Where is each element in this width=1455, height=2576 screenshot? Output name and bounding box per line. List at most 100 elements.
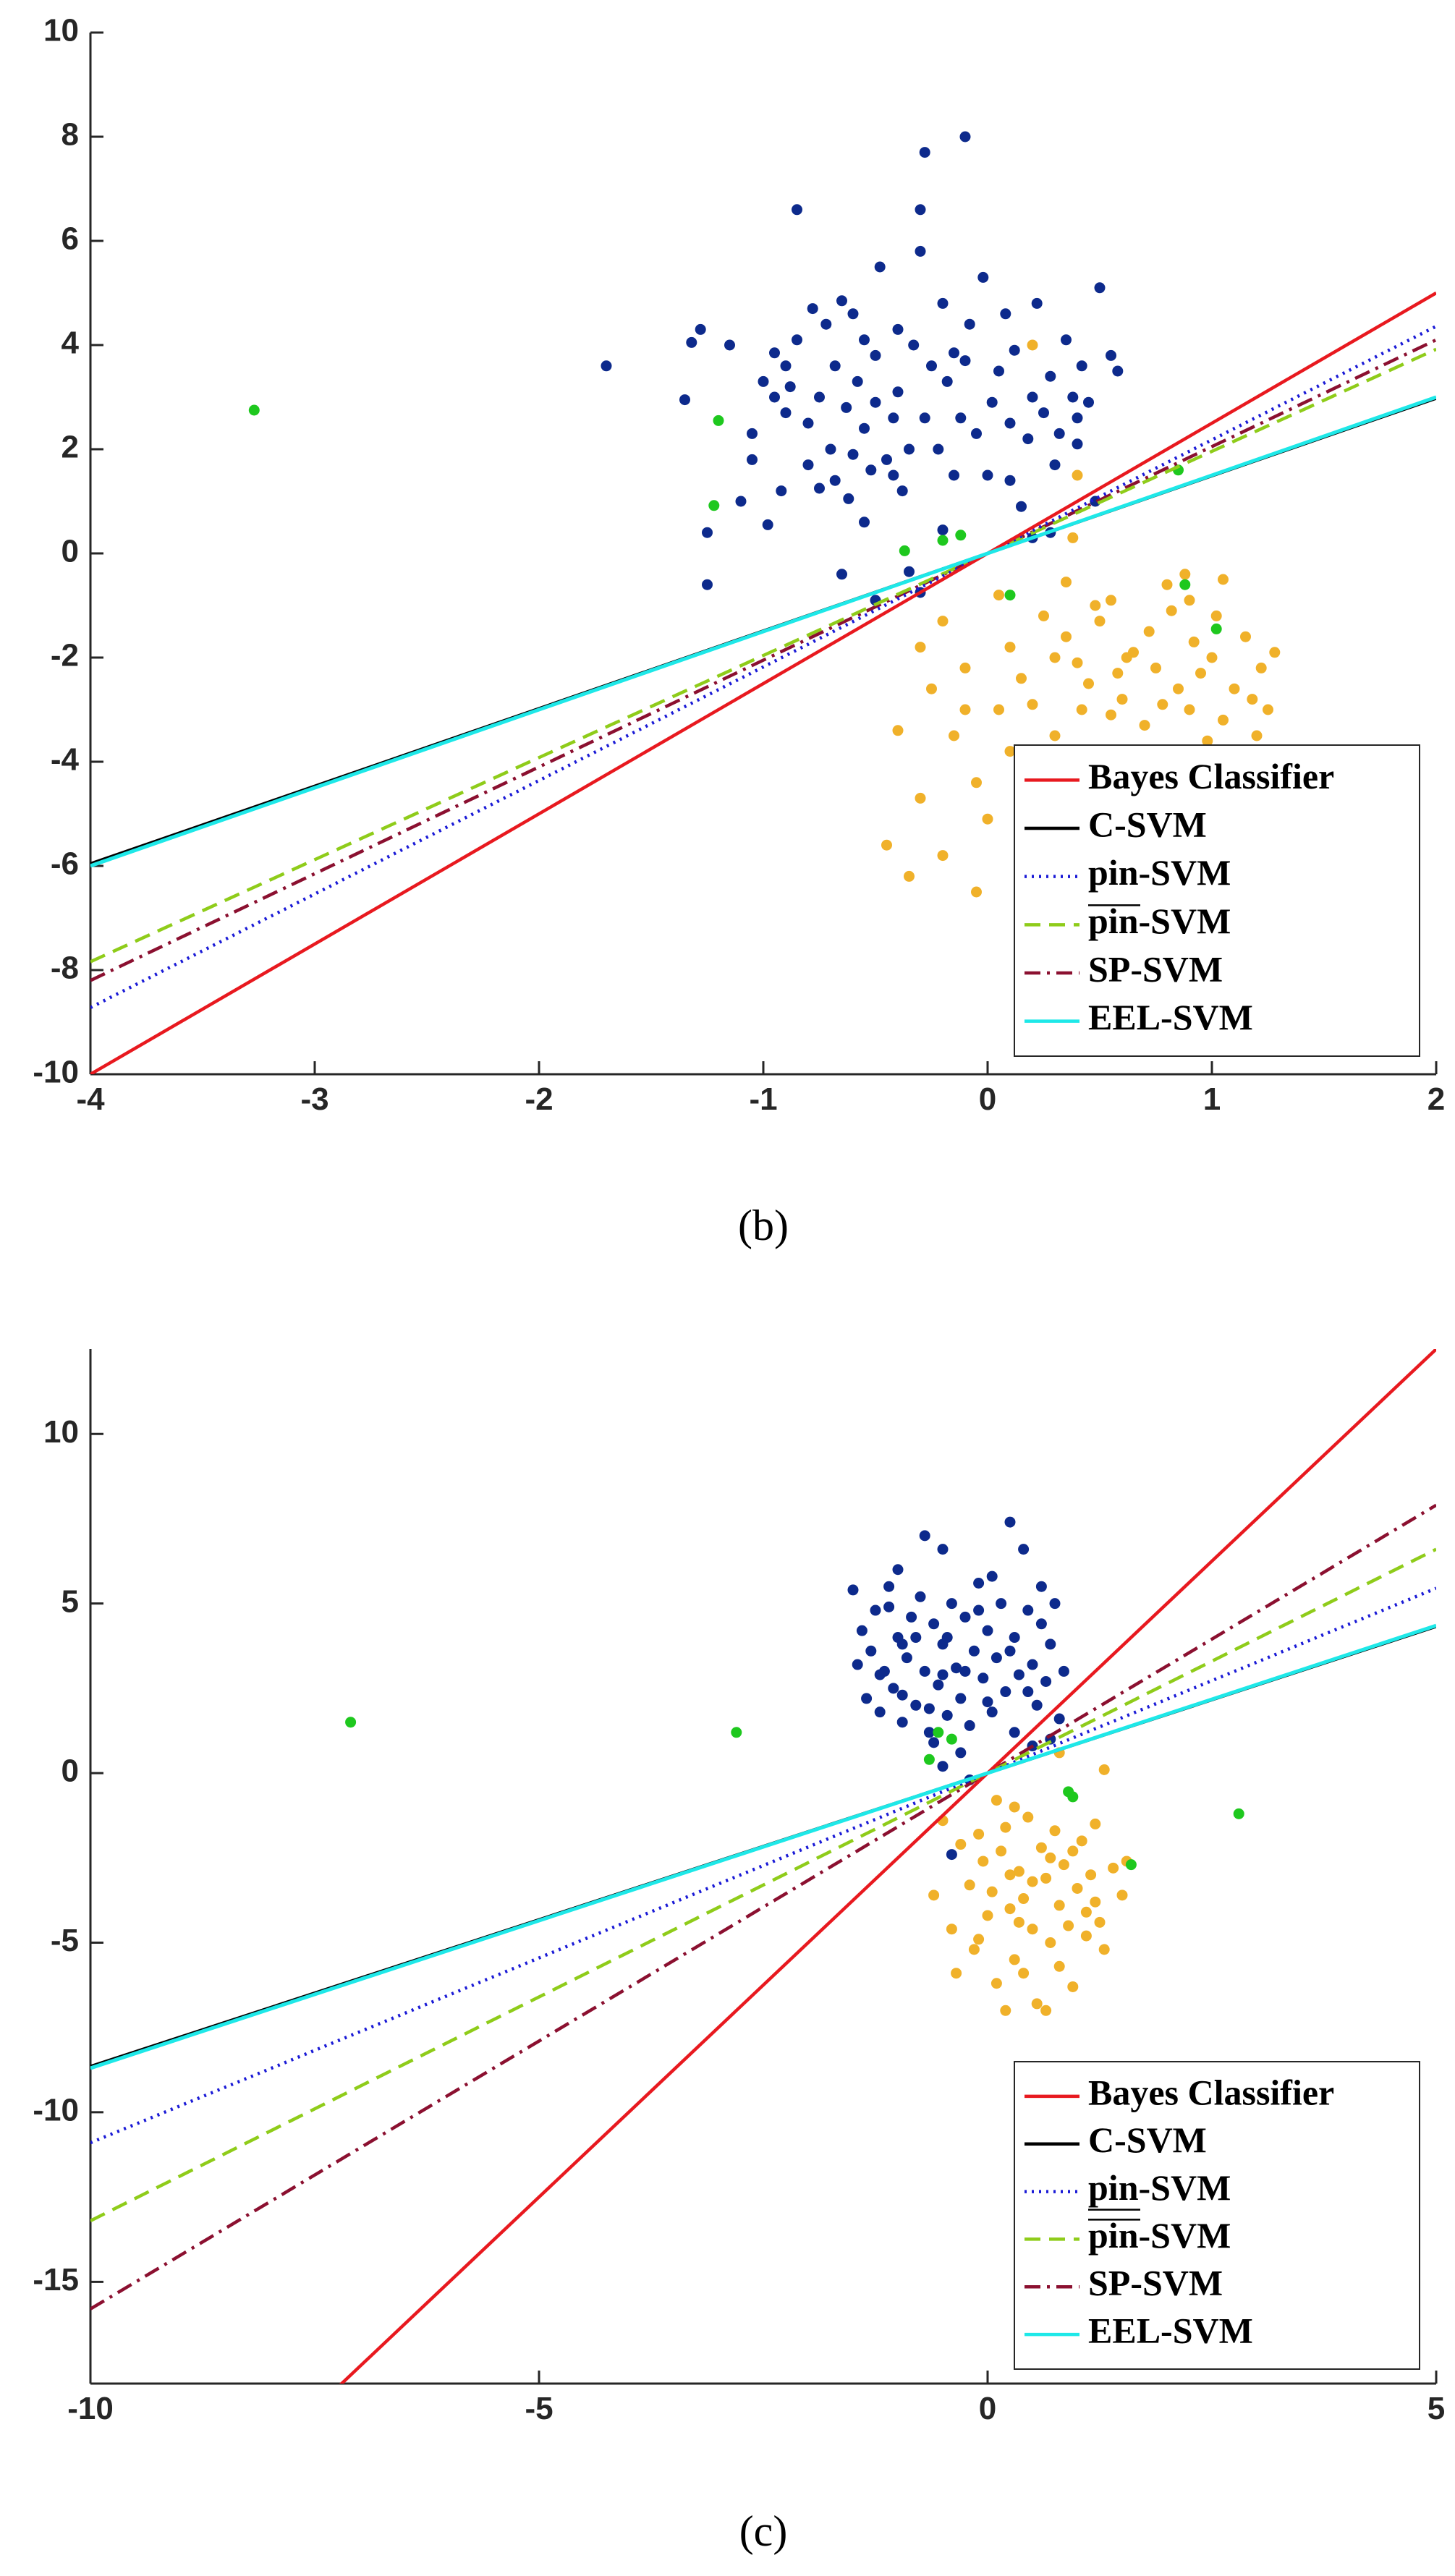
scatter-point <box>915 1591 926 1602</box>
scatter-point <box>1067 1981 1079 1992</box>
y-tick-label: 8 <box>61 117 79 153</box>
scatter-point <box>986 1570 998 1582</box>
scatter-point <box>1040 1872 1052 1884</box>
scatter-point <box>941 1709 953 1721</box>
scatter-point <box>702 527 713 538</box>
scatter-point <box>888 412 899 424</box>
scatter-point <box>1049 652 1061 663</box>
scatter-point <box>1053 1713 1065 1725</box>
scatter-point <box>964 1879 975 1891</box>
scatter-point <box>731 1727 742 1738</box>
scatter-point <box>946 1849 957 1861</box>
scatter-point <box>1009 344 1020 356</box>
scatter-point <box>937 297 949 309</box>
y-tick-label: -6 <box>51 846 79 882</box>
scatter-point <box>776 485 787 497</box>
panel-caption: (c) <box>739 2507 788 2555</box>
scatter-point <box>1108 1862 1119 1874</box>
scatter-point <box>1106 595 1116 606</box>
scatter-point <box>959 355 971 367</box>
plot-area <box>90 131 1436 1074</box>
scatter-point <box>1094 1916 1106 1928</box>
scatter-point <box>836 295 847 307</box>
scatter-point <box>982 1625 993 1636</box>
scatter-point <box>1027 339 1038 351</box>
scatter-point <box>941 1632 953 1644</box>
scatter-point <box>959 1611 971 1623</box>
scatter-point <box>1067 1845 1079 1857</box>
scatter-point <box>915 245 926 257</box>
scatter-point <box>926 683 937 694</box>
scatter-point <box>949 469 959 481</box>
scatter-point <box>1000 308 1011 320</box>
scatter-point <box>1035 1842 1047 1853</box>
scatter-point <box>1018 1893 1030 1905</box>
scatter-point <box>1166 605 1177 616</box>
decision-line <box>90 1623 1436 2070</box>
x-tick-label: -1 <box>749 1081 777 1117</box>
scatter-point <box>883 1581 895 1592</box>
scatter-point <box>1022 1604 1034 1616</box>
scatter-point <box>896 485 908 497</box>
scatter-point <box>973 1578 985 1589</box>
scatter-point <box>1004 417 1016 429</box>
legend-label: SP-SVM <box>1088 948 1223 989</box>
scatter-point <box>807 303 818 315</box>
scatter-point <box>928 1890 940 1901</box>
scatter-point <box>973 1604 985 1616</box>
decision-line <box>90 292 1436 1074</box>
scatter-point <box>1045 1937 1056 1948</box>
scatter-point <box>937 535 949 546</box>
scatter-point <box>792 204 802 216</box>
scatter-point <box>996 1845 1007 1857</box>
scatter-point <box>915 642 926 653</box>
scatter-point <box>971 886 982 898</box>
scatter-point <box>814 391 825 403</box>
scatter-point <box>892 1564 904 1576</box>
scatter-point <box>859 517 870 528</box>
scatter-point <box>1004 746 1016 757</box>
scatter-point <box>1000 1686 1011 1698</box>
scatter-point <box>1072 438 1083 450</box>
scatter-point <box>1027 1924 1038 1935</box>
decision-line <box>90 1547 1436 2222</box>
legend-label: EEL-SVM <box>1088 997 1253 1037</box>
scatter-point <box>964 1720 975 1731</box>
scatter-point <box>769 391 780 403</box>
y-tick-label: 6 <box>61 221 79 257</box>
scatter-point <box>888 1683 899 1694</box>
scatter-point <box>919 412 930 424</box>
scatter-point <box>843 493 854 504</box>
scatter-point <box>708 500 720 511</box>
legend-label: pin-SVM <box>1088 2215 1231 2256</box>
plot-area <box>90 1349 1436 2384</box>
scatter-point <box>841 401 852 413</box>
decision-line <box>90 1503 1436 2311</box>
x-tick-label: 1 <box>1203 1081 1221 1117</box>
legend-box <box>1014 2061 1420 2370</box>
scatter-point <box>1116 1890 1128 1901</box>
scatter-point <box>780 407 792 419</box>
scatter-point <box>1038 407 1049 419</box>
scatter-point <box>780 360 792 372</box>
legend-box <box>1014 744 1420 1057</box>
scatter-point <box>996 1598 1007 1610</box>
scatter-point <box>1157 699 1168 710</box>
scatter-point <box>852 375 863 387</box>
scatter-point <box>861 1693 873 1704</box>
scatter-point <box>906 1611 917 1623</box>
scatter-point <box>1027 391 1038 403</box>
scatter-point <box>1072 657 1083 668</box>
y-tick-label: 4 <box>61 326 80 361</box>
y-tick-label: 10 <box>43 1414 79 1450</box>
scatter-point <box>892 323 904 335</box>
scatter-point <box>1049 1598 1061 1610</box>
scatter-point <box>784 381 796 393</box>
scatter-point <box>1018 1544 1030 1555</box>
scatter-point <box>1072 412 1083 424</box>
x-tick-label: 2 <box>1428 1081 1445 1117</box>
scatter-point <box>951 1662 962 1674</box>
legend: Bayes Classifier C-SVM pin-SVM pin-SVM SP-SV… <box>1014 744 1420 1057</box>
